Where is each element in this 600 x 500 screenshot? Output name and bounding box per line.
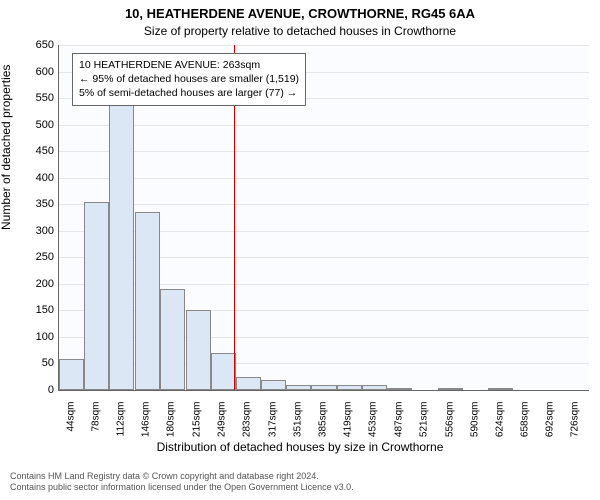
histogram-bar [236, 377, 261, 390]
annotation-line-1: 10 HEATHERDENE AVENUE: 263sqm [79, 58, 299, 72]
y-tick-label: 150 [14, 304, 54, 316]
histogram-bar [438, 388, 463, 390]
y-tick-label: 500 [14, 119, 54, 131]
gridline-h [59, 125, 589, 126]
y-tick-label: 400 [14, 172, 54, 184]
y-tick-label: 100 [14, 331, 54, 343]
histogram-bar [186, 310, 211, 390]
histogram-bar [261, 380, 286, 390]
y-tick-label: 0 [14, 384, 54, 396]
y-tick-label: 600 [14, 66, 54, 78]
gridline-h [59, 204, 589, 205]
annotation-box: 10 HEATHERDENE AVENUE: 263sqm ← 95% of d… [72, 53, 306, 106]
histogram-bar [84, 202, 109, 390]
y-tick-label: 200 [14, 278, 54, 290]
annotation-line-2: ← 95% of detached houses are smaller (1,… [79, 72, 299, 86]
histogram-bar [59, 359, 84, 390]
histogram-bar [211, 353, 236, 390]
y-tick-label: 300 [14, 225, 54, 237]
y-tick-label: 650 [14, 39, 54, 51]
histogram-bar [109, 103, 134, 390]
chart-title: 10, HEATHERDENE AVENUE, CROWTHORNE, RG45… [0, 6, 600, 21]
gridline-h [59, 45, 589, 46]
chart-subtitle: Size of property relative to detached ho… [0, 24, 600, 38]
x-axis-label: Distribution of detached houses by size … [0, 440, 600, 454]
y-tick-label: 450 [14, 145, 54, 157]
y-tick-label: 50 [14, 357, 54, 369]
y-axis-label: Number of detached properties [0, 65, 13, 230]
y-tick-label: 350 [14, 198, 54, 210]
gridline-h [59, 151, 589, 152]
footnote-line-2: Contains public sector information licen… [10, 482, 354, 494]
chart-container: 10, HEATHERDENE AVENUE, CROWTHORNE, RG45… [0, 0, 600, 500]
histogram-bar [362, 385, 387, 390]
gridline-h [59, 178, 589, 179]
footnote-line-1: Contains HM Land Registry data © Crown c… [10, 471, 354, 483]
y-tick-label: 250 [14, 251, 54, 263]
histogram-bar [387, 388, 412, 390]
histogram-bar [488, 388, 513, 390]
histogram-bar [160, 289, 185, 390]
histogram-bar [311, 385, 336, 390]
histogram-bar [135, 212, 160, 390]
histogram-bar [337, 385, 362, 390]
histogram-bar [286, 385, 311, 390]
footnote: Contains HM Land Registry data © Crown c… [10, 471, 354, 494]
y-tick-label: 550 [14, 92, 54, 104]
annotation-line-3: 5% of semi-detached houses are larger (7… [79, 86, 299, 100]
